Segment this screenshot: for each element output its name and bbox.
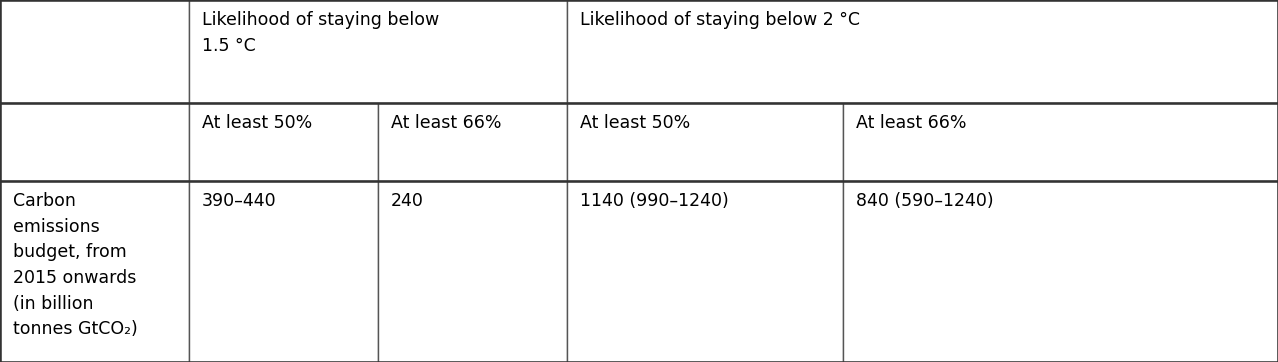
Text: 240: 240 (391, 192, 424, 210)
Text: At least 66%: At least 66% (391, 114, 501, 132)
Bar (0, 103, 189, 181)
Text: At least 50%: At least 50% (202, 114, 312, 132)
Bar (378, 103, 567, 181)
Text: 1140 (990–​1240): 1140 (990–​1240) (580, 192, 728, 210)
Text: Carbon
emissions
budget, from
2015 onwards
(in billion
tonnes GtCO₂): Carbon emissions budget, from 2015 onwar… (13, 192, 138, 338)
Bar (843, 181, 1278, 362)
Bar (189, 0, 567, 103)
Text: Likelihood of staying below 2 °C: Likelihood of staying below 2 °C (580, 11, 860, 29)
Bar (0, 0, 189, 103)
Bar (189, 181, 378, 362)
Text: Likelihood of staying below
1.5 °C: Likelihood of staying below 1.5 °C (202, 11, 440, 55)
Bar (567, 0, 1278, 103)
Bar (567, 103, 843, 181)
Bar (378, 181, 567, 362)
Bar (189, 103, 378, 181)
Text: 840 (590–​1240): 840 (590–​1240) (856, 192, 994, 210)
Bar (0, 181, 189, 362)
Text: At least 50%: At least 50% (580, 114, 690, 132)
Bar (843, 103, 1278, 181)
Text: At least 66%: At least 66% (856, 114, 966, 132)
Text: 390–440: 390–440 (202, 192, 276, 210)
Bar (567, 181, 843, 362)
